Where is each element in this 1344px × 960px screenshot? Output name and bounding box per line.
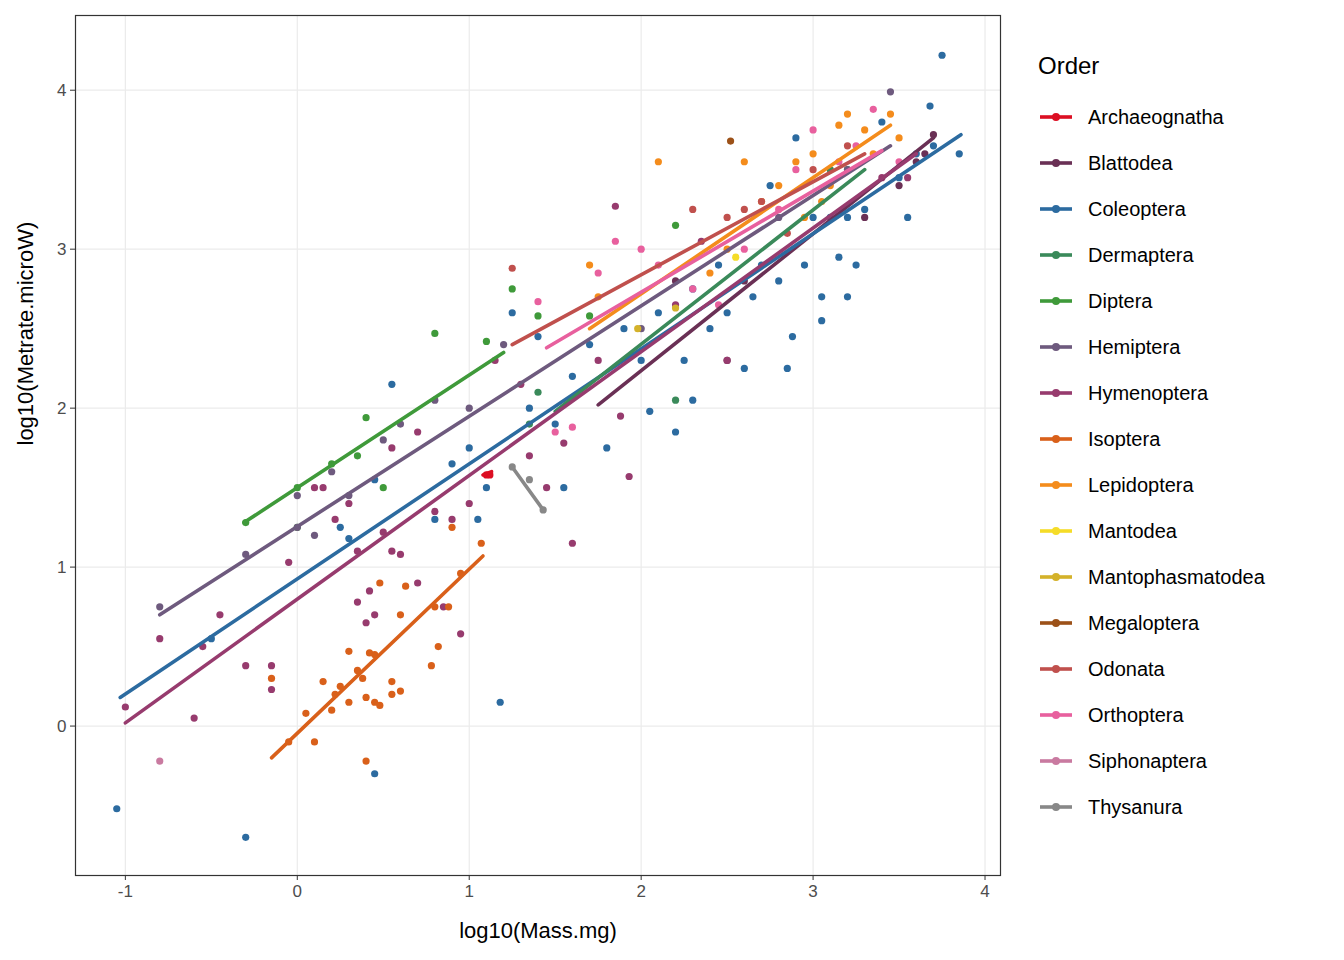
svg-text:0: 0	[293, 882, 302, 901]
html-text:Diptera: Diptera	[1088, 289, 1153, 312]
svg-text:4: 4	[980, 882, 989, 901]
html-text:Megaloptera: Megaloptera	[1088, 611, 1200, 634]
svg-text:3: 3	[57, 240, 66, 259]
svg-text:4: 4	[57, 81, 66, 100]
svg-text:1: 1	[464, 882, 473, 901]
svg-text:log10(Metrate.microW): log10(Metrate.microW)	[13, 222, 38, 446]
html-text:Archaeognatha: Archaeognatha	[1088, 105, 1224, 128]
svg-text:0: 0	[57, 717, 66, 736]
html-text:Hymenoptera: Hymenoptera	[1088, 381, 1209, 404]
svg-text:2: 2	[57, 399, 66, 418]
svg-text:-1: -1	[118, 882, 133, 901]
svg-text:1: 1	[57, 558, 66, 577]
html-text:Coleoptera: Coleoptera	[1088, 197, 1186, 220]
html-text:Orthoptera: Orthoptera	[1088, 703, 1184, 726]
html-text:Isoptera: Isoptera	[1088, 427, 1161, 450]
svg-text:log10(Mass.mg): log10(Mass.mg)	[459, 918, 617, 943]
svg-text:2: 2	[636, 882, 645, 901]
html-text:Siphonaptera: Siphonaptera	[1088, 749, 1207, 772]
html-text:Hemiptera: Hemiptera	[1088, 335, 1181, 358]
html-text:Order: Order	[1038, 52, 1100, 79]
html-text:Blattodea: Blattodea	[1088, 151, 1173, 174]
html-text:Lepidoptera: Lepidoptera	[1088, 473, 1194, 496]
svg-text:3: 3	[808, 882, 817, 901]
html-text:Odonata: Odonata	[1088, 657, 1165, 680]
html-text:Dermaptera: Dermaptera	[1088, 243, 1194, 266]
html-text:Mantodea: Mantodea	[1088, 519, 1177, 542]
html-text:Thysanura: Thysanura	[1088, 795, 1183, 818]
html-text:Mantophasmatodea: Mantophasmatodea	[1088, 565, 1265, 588]
